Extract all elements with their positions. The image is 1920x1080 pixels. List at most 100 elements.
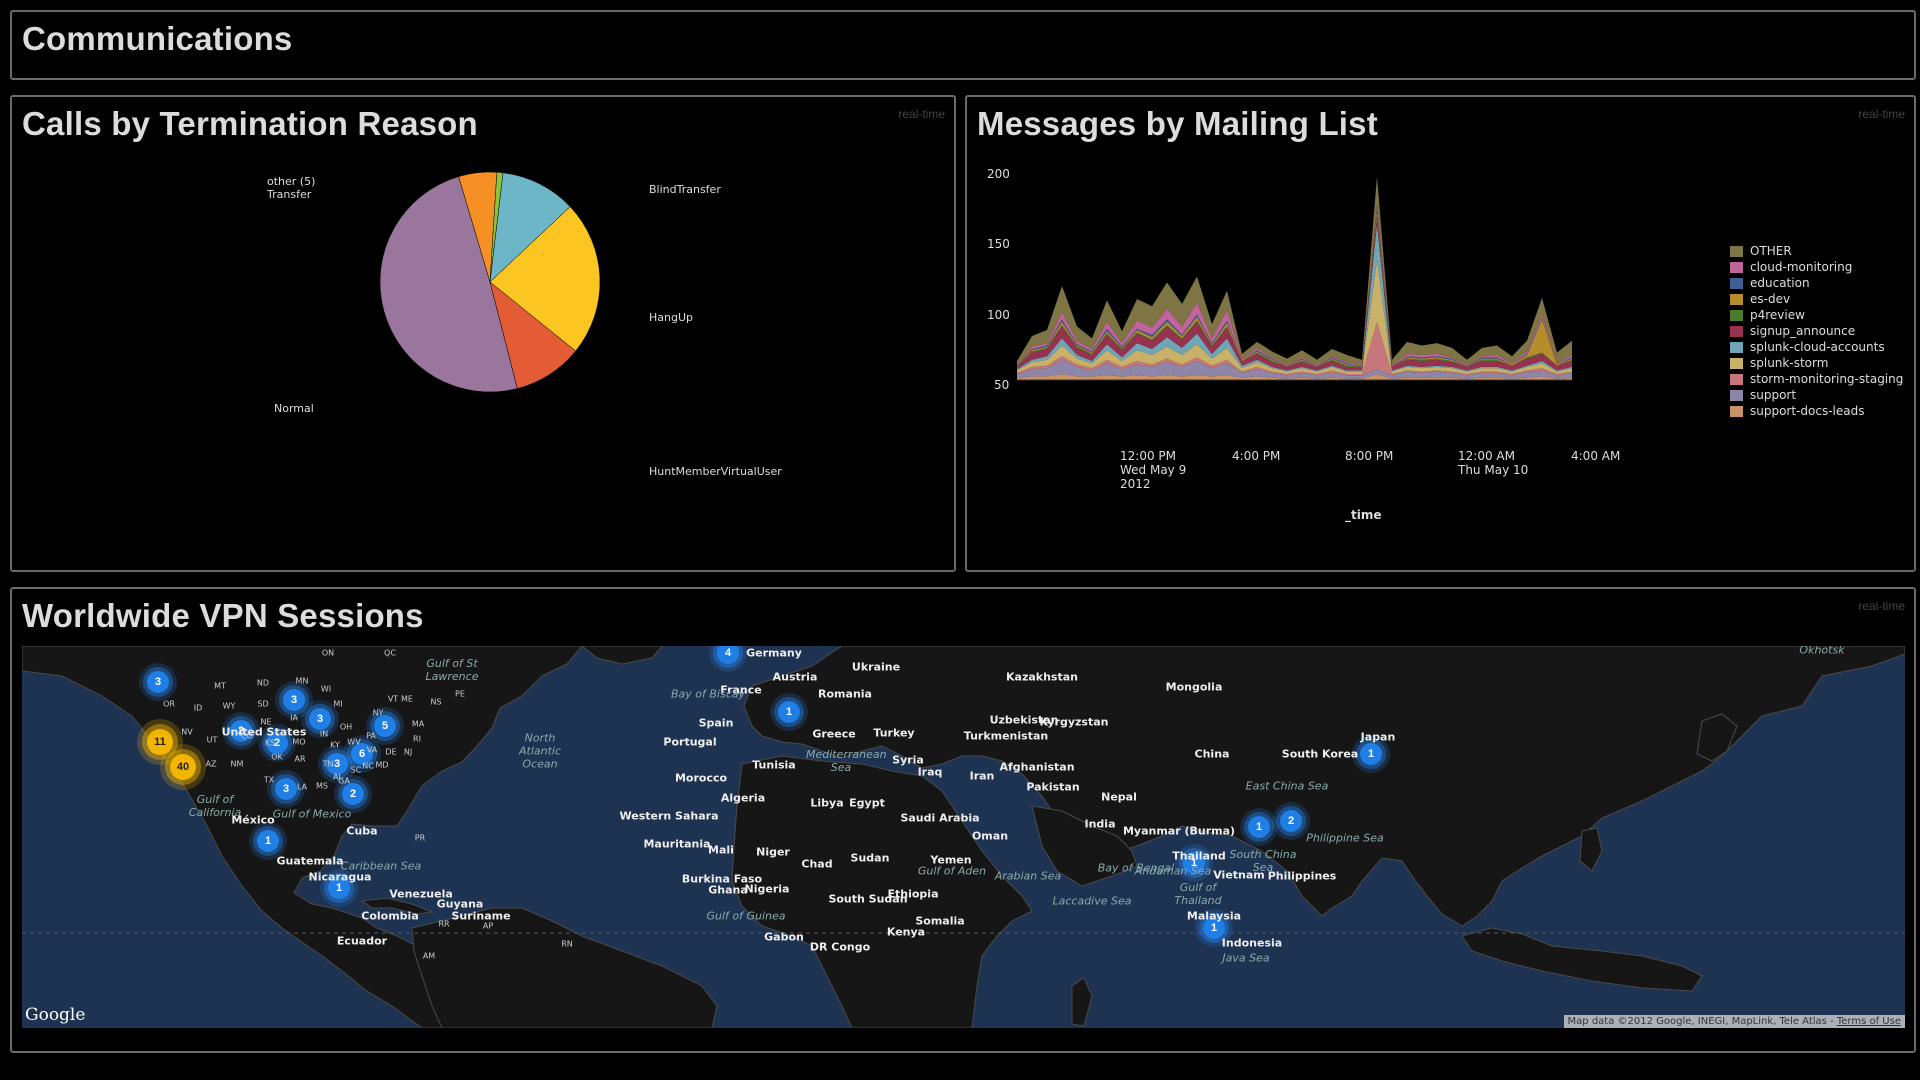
legend-item-splunk-cloud-accounts[interactable]: splunk-cloud-accounts xyxy=(1730,339,1903,355)
legend-item-storm-monitoring-staging[interactable]: storm-monitoring-staging xyxy=(1730,371,1903,387)
vpn-cluster-marker[interactable]: 1 xyxy=(1360,743,1382,765)
area-series-support[interactable] xyxy=(1017,359,1572,379)
states-label: VT xyxy=(387,694,399,704)
vpn-cluster-marker[interactable]: 3 xyxy=(275,778,297,800)
pie-slice-blindtransfer[interactable] xyxy=(489,172,571,283)
states-label: MI xyxy=(333,699,343,709)
vpn-cluster-marker[interactable]: 4 xyxy=(717,646,739,664)
pie-slice-normal[interactable] xyxy=(379,176,518,393)
countries-label: Somalia xyxy=(915,914,965,928)
indonesia-land xyxy=(1461,927,1703,992)
countries-label: Nepal xyxy=(1101,790,1137,804)
legend-item-splunk-storm[interactable]: splunk-storm xyxy=(1730,355,1903,371)
states-label: AL xyxy=(333,772,343,782)
states-label: NJ xyxy=(403,747,413,757)
vpn-cluster-marker[interactable]: 1 xyxy=(328,877,350,899)
legend-item-p4review[interactable]: p4review xyxy=(1730,307,1903,323)
legend-swatch xyxy=(1730,405,1743,417)
vpn-cluster-marker[interactable]: 2 xyxy=(1280,810,1302,832)
legend-label: cloud-monitoring xyxy=(1750,260,1853,274)
legend-label: support xyxy=(1750,388,1797,402)
countries-label: Niger xyxy=(756,845,790,859)
area-series-support-docs-leads[interactable] xyxy=(1017,374,1572,380)
countries-label: China xyxy=(1194,747,1230,761)
vpn-cluster-marker[interactable]: 2 xyxy=(266,732,288,754)
y-tick: 150 xyxy=(987,237,1010,251)
states-label: VA xyxy=(366,745,378,755)
x-tick: 4:00 PM xyxy=(1232,449,1281,463)
countries-label: Myanmar (Burma) xyxy=(1122,824,1236,838)
states-label: ID xyxy=(193,703,203,713)
countries-label: Vietnam xyxy=(1213,868,1265,882)
legend-swatch xyxy=(1730,373,1743,385)
x-tick: 8:00 PM xyxy=(1345,449,1394,463)
vpn-cluster-marker[interactable]: 1 xyxy=(778,701,800,723)
countries-label: Turkmenistan xyxy=(963,729,1049,743)
vpn-cluster-marker[interactable]: 1 xyxy=(257,830,279,852)
vpn-cluster-marker[interactable]: 2 xyxy=(342,783,364,805)
vpn-cluster-marker[interactable]: 3 xyxy=(326,753,348,775)
countries-label: Chad xyxy=(801,857,833,871)
legend-label: p4review xyxy=(1750,308,1805,322)
oceans-label: Philippine Sea xyxy=(1306,831,1384,845)
area-series-cloud-monitoring[interactable] xyxy=(1017,205,1572,367)
states-label: MS xyxy=(316,781,328,791)
states-label: IA xyxy=(290,713,298,723)
states-label: NV xyxy=(181,727,193,737)
world-map[interactable]: 3 3 2 3 5 2 11 40 3 6 3 2 1 1 4 1 1 1 2 1 1 Germany Ukraine Ka… xyxy=(22,646,1905,1028)
map-attribution: Map data ©2012 Google, INEGI, MapLink, T… xyxy=(1563,1015,1905,1028)
states-label: GA xyxy=(338,776,350,786)
countries-label: Ecuador xyxy=(336,934,388,948)
states-label: IN xyxy=(319,729,329,739)
x-tick-date: Wed May 9 xyxy=(1120,463,1187,477)
vpn-cluster-marker[interactable]: 1 xyxy=(1203,917,1225,939)
vpn-cluster-marker[interactable]: 5 xyxy=(374,715,396,737)
states-label: OH xyxy=(339,722,353,732)
vpn-cluster-marker[interactable]: 3 xyxy=(147,671,169,693)
countries-label: Mali xyxy=(708,843,734,857)
japan-land xyxy=(1696,713,1738,762)
vpn-cluster-marker[interactable]: 1 xyxy=(1183,852,1205,874)
vpn-cluster-marker[interactable]: 3 xyxy=(283,689,305,711)
x-axis-label: _time xyxy=(1345,508,1382,522)
google-logo: Google xyxy=(25,1005,86,1025)
countries-label: Mongolia xyxy=(1165,680,1223,694)
oceans-label: Gulf of Aden xyxy=(917,864,987,878)
legend-item-signup-announce[interactable]: signup_announce xyxy=(1730,323,1903,339)
states-label: WY xyxy=(222,701,236,711)
oceans-label: Laccadive Sea xyxy=(1052,894,1132,908)
states-label: ON xyxy=(321,648,335,658)
countries-label: Nicaragua xyxy=(308,870,372,884)
pie-label-other: other (5) xyxy=(267,175,316,188)
countries-label: Syria xyxy=(892,753,924,767)
area-series-other[interactable] xyxy=(1017,176,1572,367)
legend-swatch xyxy=(1730,309,1743,321)
vpn-cluster-marker[interactable]: 1 xyxy=(1248,816,1270,838)
vpn-cluster-marker[interactable]: 2 xyxy=(230,720,252,742)
states-label: NC xyxy=(362,761,374,771)
legend-label: es-dev xyxy=(1750,292,1791,306)
legend-item-education[interactable]: education xyxy=(1730,275,1903,291)
legend-item-support-docs-leads[interactable]: support-docs-leads xyxy=(1730,403,1903,419)
vpn-cluster-marker[interactable]: 40 xyxy=(170,754,196,780)
oceans-label: Gulf of California xyxy=(188,793,242,819)
legend-item-support[interactable]: support xyxy=(1730,387,1903,403)
countries-label: Ethiopia xyxy=(887,887,939,901)
states-label: TN xyxy=(322,759,334,769)
countries-label: México xyxy=(231,813,275,827)
legend-item-other[interactable]: OTHER xyxy=(1730,243,1903,259)
terms-link[interactable]: Terms of Use xyxy=(1836,1016,1901,1027)
legend-swatch xyxy=(1730,389,1743,401)
states-label: WV xyxy=(347,737,361,747)
legend-item-cloud-monitoring[interactable]: cloud-monitoring xyxy=(1730,259,1903,275)
legend-item-es-dev[interactable]: es-dev xyxy=(1730,291,1903,307)
africa-land xyxy=(731,755,1033,1028)
countries-label: Algeria xyxy=(720,791,766,805)
pie-slice-huntmembervirtualuser[interactable] xyxy=(489,281,576,389)
vpn-cluster-marker[interactable]: 3 xyxy=(309,708,331,730)
vpn-cluster-marker[interactable]: 11 xyxy=(147,729,173,755)
pie-slice-hangup[interactable] xyxy=(489,206,601,352)
legend-swatch xyxy=(1730,277,1743,289)
vpn-cluster-marker[interactable]: 6 xyxy=(351,743,373,765)
states-label: CO xyxy=(241,731,253,741)
